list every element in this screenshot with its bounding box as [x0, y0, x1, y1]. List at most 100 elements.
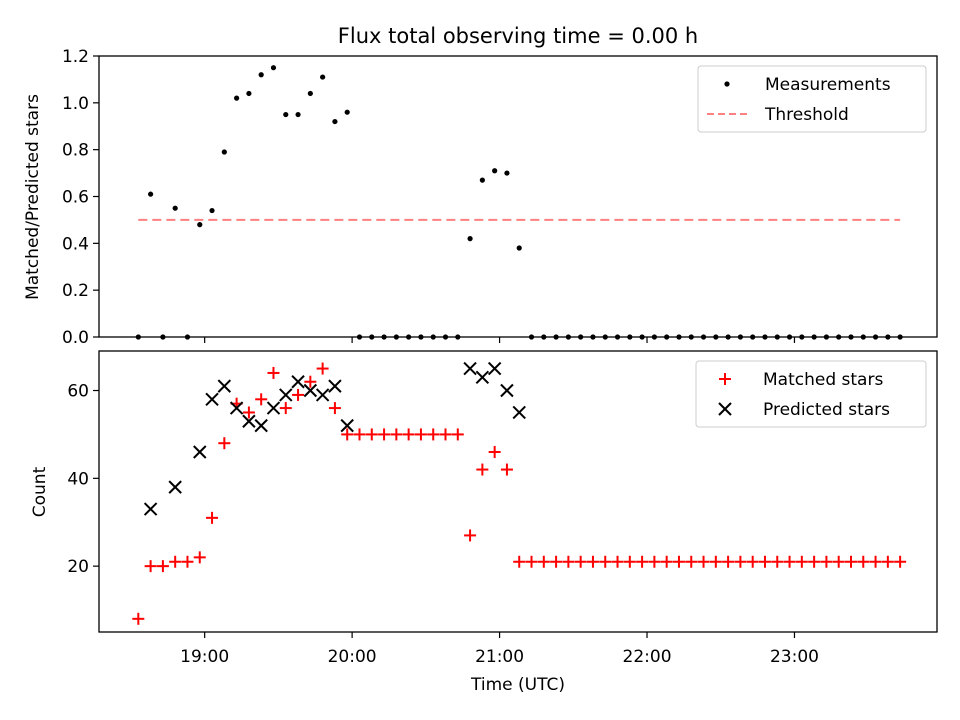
- matched-star-point: [267, 366, 280, 379]
- measurement-point: [270, 65, 277, 71]
- top-y-tick-label: 1.2: [62, 47, 89, 67]
- bottom-x-tick-label: 19:00: [180, 647, 229, 667]
- predicted-star-stroke-b: [500, 383, 514, 398]
- matched-star-point: [574, 555, 587, 568]
- measurement-point: [381, 334, 387, 340]
- predicted-star-point: [512, 405, 526, 420]
- matched-star-point: [169, 555, 182, 568]
- predicted-star-point: [254, 418, 268, 433]
- measurement-point: [504, 170, 510, 176]
- measurement-point: [750, 334, 756, 340]
- matched-star-point: [365, 428, 378, 441]
- legend-matched-marker: [719, 373, 731, 385]
- measurement-point: [172, 205, 178, 211]
- matched-star-point: [144, 560, 157, 573]
- predicted-star-point: [463, 361, 477, 376]
- matched-star-point: [746, 555, 759, 568]
- matched-star-point: [758, 555, 771, 568]
- predicted-star-point: [279, 388, 293, 402]
- bottom-y-tick-label: 60: [67, 382, 89, 402]
- matched-star-point: [488, 445, 501, 458]
- matched-star-point: [550, 555, 563, 568]
- measurement-point: [184, 334, 191, 340]
- predicted-star-stroke-b: [291, 375, 305, 389]
- matched-star-point: [132, 612, 145, 625]
- measurement-point: [246, 90, 252, 97]
- matched-star-point: [734, 555, 747, 568]
- measurement-point: [885, 334, 891, 340]
- matched-star-point: [623, 555, 636, 568]
- matched-star-point: [156, 560, 169, 573]
- predicted-star-point: [168, 480, 182, 494]
- measurement-point: [467, 236, 473, 242]
- matched-star-point: [562, 555, 575, 568]
- top-y-axis: 0.0 0.2 0.4 0.6 0.8 1.0 1.2: [62, 47, 99, 348]
- bottom-x-tick-label: 23:00: [770, 647, 819, 667]
- measurement-point: [578, 334, 584, 340]
- top-panel: 0.0 0.2 0.4 0.6 0.8 1.0 1.2 Matched/Predicted …: [23, 47, 938, 348]
- matched-star-point: [390, 428, 403, 441]
- matched-star-point: [525, 555, 538, 568]
- measurement-point: [700, 334, 707, 340]
- bottom-y-tick-label: 40: [67, 469, 89, 489]
- predicted-star-point: [328, 379, 342, 393]
- matched-star-point: [771, 555, 784, 568]
- measurement-point: [676, 334, 682, 340]
- matched-star-point: [279, 402, 292, 415]
- predicted-star-point: [475, 370, 490, 385]
- measurement-point: [258, 72, 264, 78]
- measurement-point: [553, 334, 559, 340]
- matched-star-point: [304, 375, 317, 388]
- top-y-tick-label: 0.2: [62, 281, 89, 301]
- bottom-y-tick-label: 20: [67, 557, 89, 577]
- predicted-star-point: [340, 418, 354, 433]
- measurement-point: [332, 118, 338, 125]
- measurement-point: [823, 334, 830, 340]
- predicted-star-stroke-b: [143, 502, 158, 516]
- top-y-tick-label: 0.4: [62, 234, 89, 254]
- measurement-point: [418, 334, 424, 340]
- predicted-star-point: [205, 392, 219, 407]
- predicted-star-stroke-b: [328, 379, 342, 393]
- predicted-star-stroke-b: [340, 418, 354, 433]
- measurement-point: [234, 95, 240, 101]
- top-y-tick-label: 0.8: [62, 141, 89, 161]
- predicted-star-point: [217, 379, 232, 393]
- predicted-star-stroke-b: [217, 379, 232, 393]
- matched-star-point: [255, 393, 268, 406]
- measurement-point: [811, 334, 817, 340]
- measurement-point: [614, 334, 621, 340]
- measurement-point: [602, 334, 608, 340]
- bottom-x-tick-label: 20:00: [328, 647, 377, 667]
- matched-star-point: [427, 428, 440, 441]
- measurement-point: [848, 334, 854, 340]
- predicted-star-stroke-b: [205, 392, 219, 407]
- matched-star-point: [414, 428, 427, 441]
- measurement-point: [799, 334, 805, 340]
- bottom-y-axis: 20 40 60: [67, 382, 99, 577]
- predicted-star-stroke-b: [242, 414, 256, 428]
- measurement-point: [860, 334, 866, 340]
- matched-star-point: [857, 555, 870, 568]
- measurement-point: [356, 334, 363, 340]
- predicted-star-point: [193, 445, 207, 459]
- predicted-star-point: [143, 502, 158, 516]
- measurement-point: [836, 334, 842, 340]
- measurement-point: [209, 207, 215, 214]
- matched-star-point: [439, 428, 452, 441]
- measurement-point: [393, 334, 399, 340]
- matched-star-point: [353, 428, 366, 441]
- measurement-point: [442, 334, 449, 340]
- measurement-point: [479, 177, 485, 183]
- measurement-point: [406, 334, 412, 340]
- predicted-star-stroke-b: [279, 388, 293, 402]
- bottom-x-tick-label: 22:00: [623, 647, 672, 667]
- matched-star-point: [894, 555, 907, 568]
- measurement-point: [774, 334, 780, 340]
- top-y-tick-label: 0.6: [62, 188, 89, 208]
- predicted-star-point: [303, 383, 318, 398]
- measurement-point: [320, 74, 326, 80]
- matched-star-point: [820, 555, 833, 568]
- legend-threshold-label: Threshold: [764, 105, 849, 125]
- measurement-point: [565, 334, 571, 340]
